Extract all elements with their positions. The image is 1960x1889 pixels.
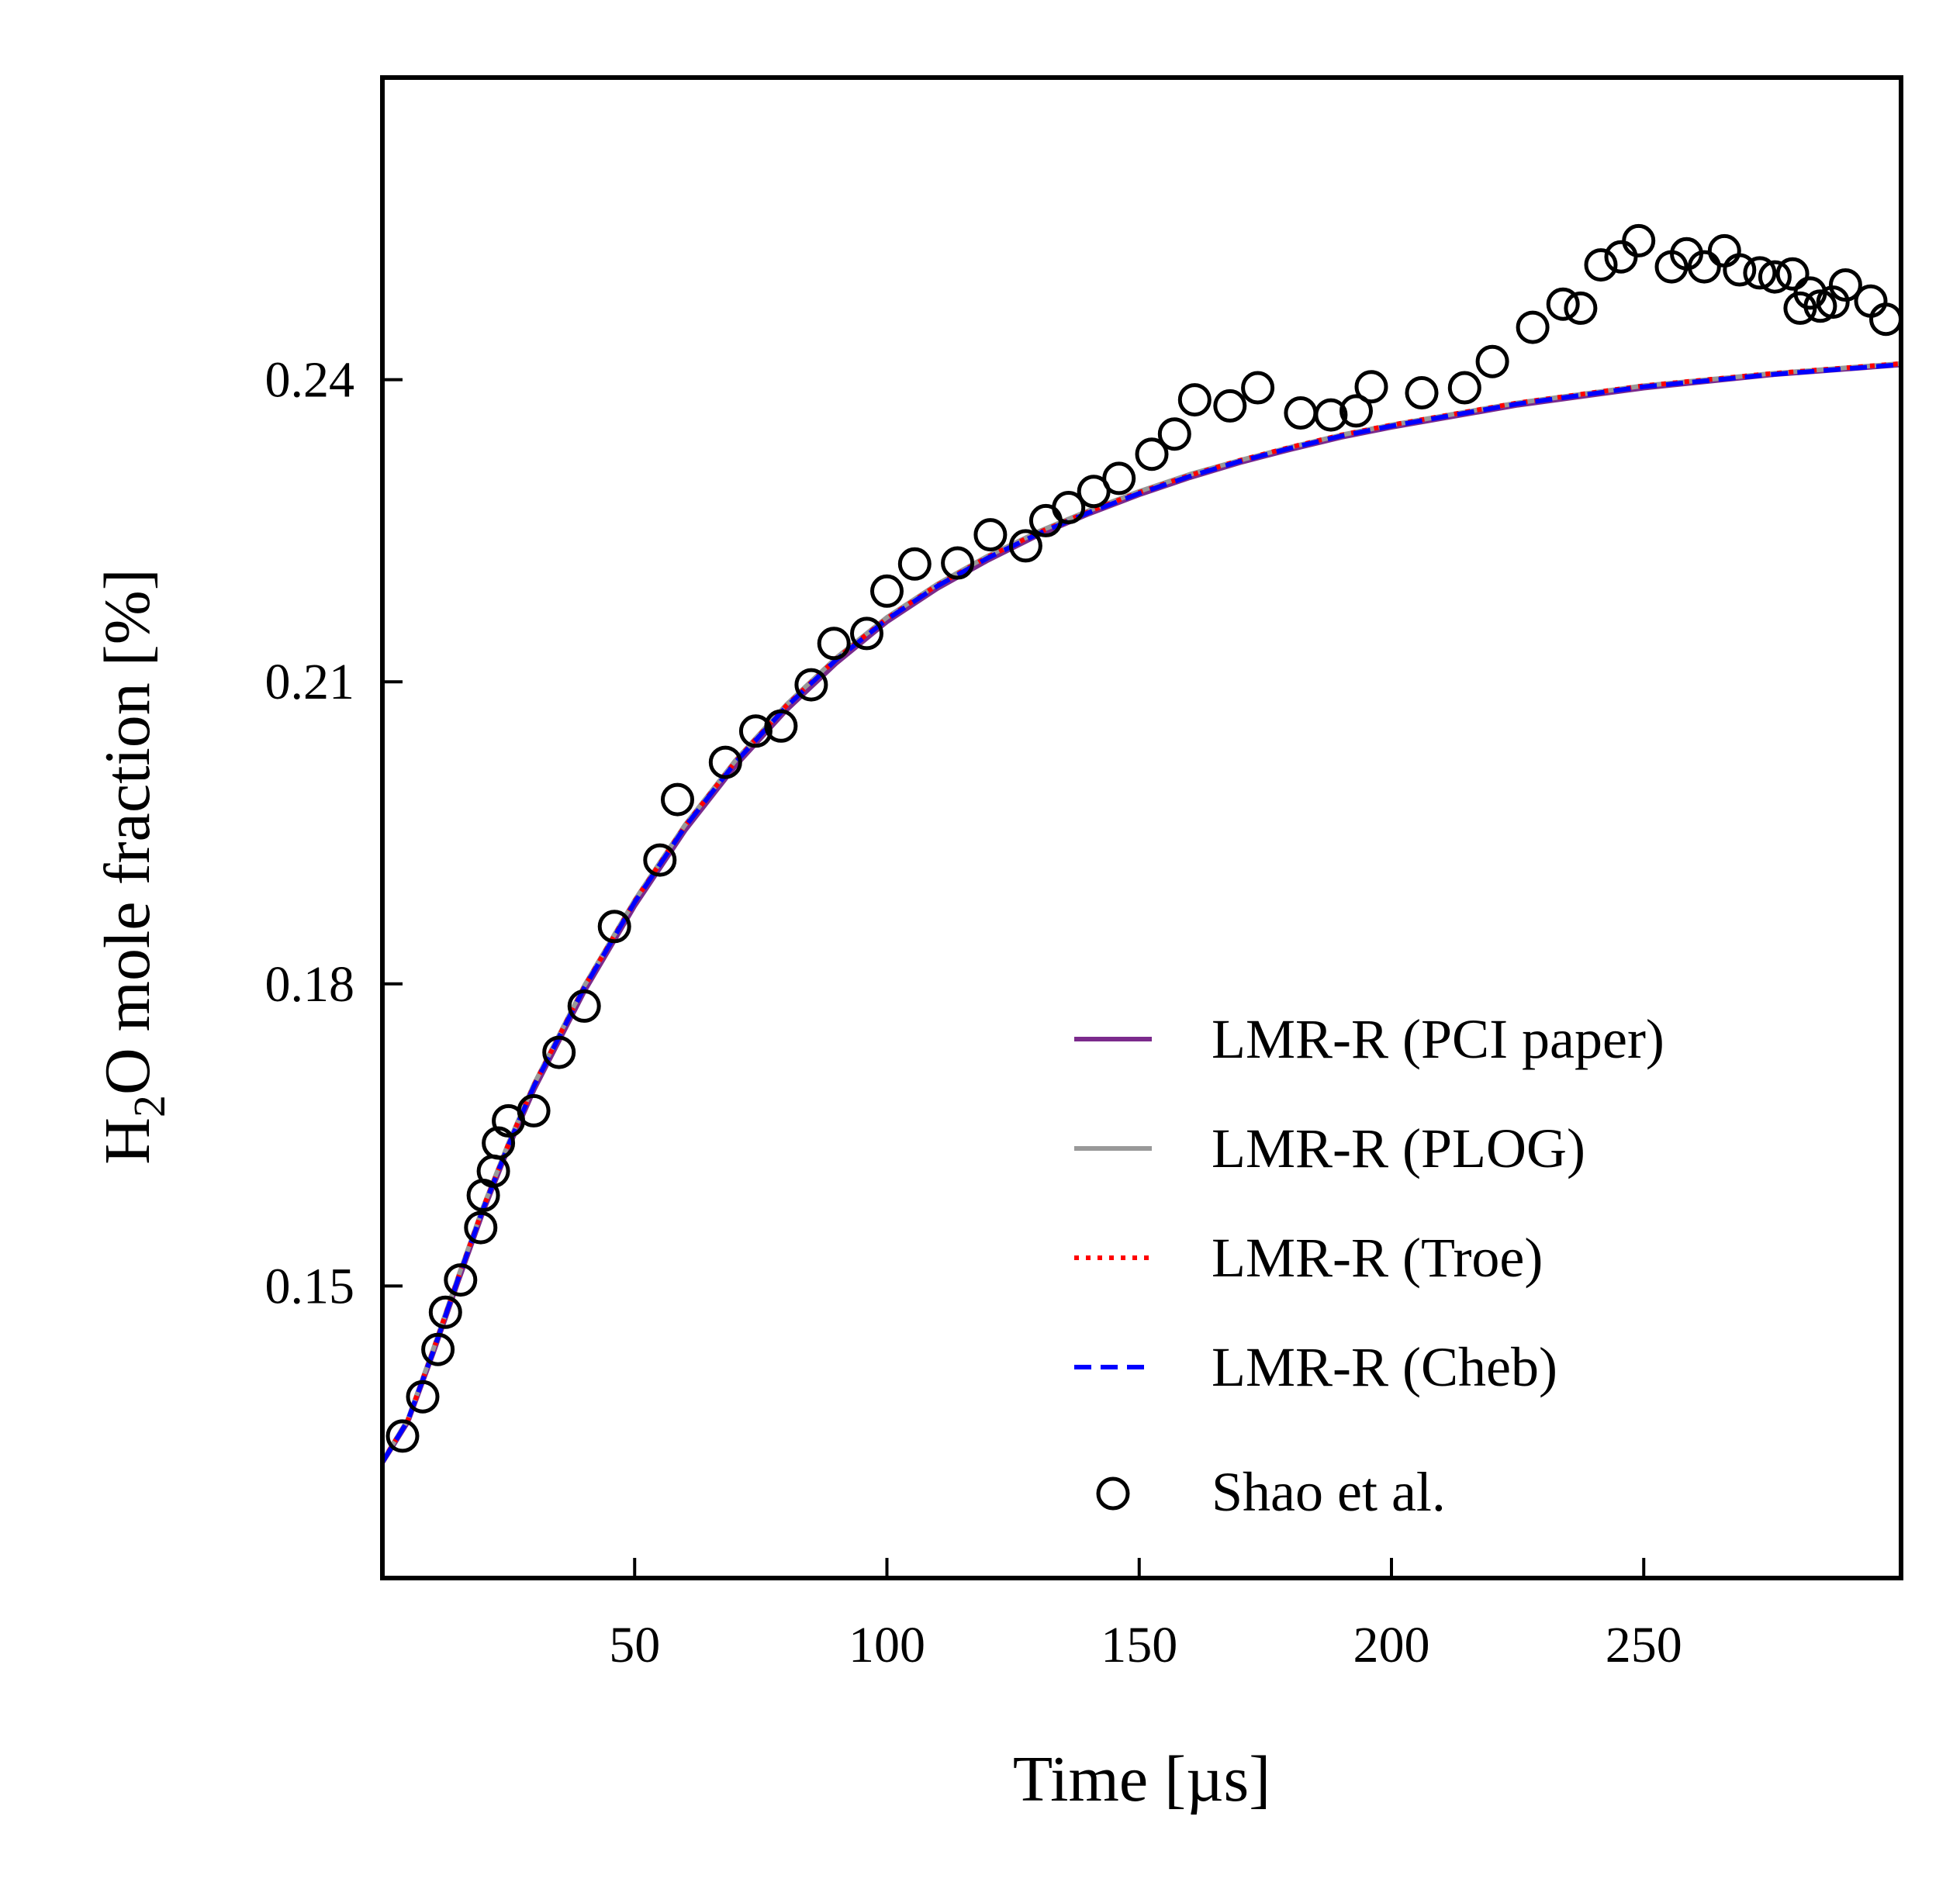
data-point-shao (850, 616, 883, 651)
legend: LMR-R (PCI paper) LMR-R (PLOG) LMR-R (Troe… (1074, 1008, 1664, 1523)
legend-label-lmr-r-plog: LMR-R (PLOG) (1212, 1117, 1585, 1179)
data-point-shao (1816, 285, 1850, 319)
data-point-shao (817, 627, 851, 661)
x-tick-label: 150 (1101, 1617, 1177, 1673)
data-point-shao (1622, 223, 1656, 257)
data-point-shao (1177, 383, 1212, 417)
data-point-shao (1775, 257, 1810, 291)
data-point-shao (1340, 394, 1373, 428)
series-line-lmr-r-cheb (382, 362, 1901, 1464)
data-point-shao (794, 668, 828, 702)
data-point-shao (708, 745, 742, 779)
data-point-shao (1687, 250, 1721, 284)
data-point-shao (1354, 370, 1388, 404)
data-point-shao (406, 1380, 440, 1414)
legend-swatch-shao-et-al (1096, 1476, 1130, 1511)
data-point-shao (643, 843, 677, 877)
data-point-shao (1564, 291, 1598, 325)
data-point-shao (1241, 371, 1275, 405)
data-point-shao (1405, 376, 1439, 409)
data-point-shao (1743, 256, 1777, 290)
x-axis-title: Time [µs] (1013, 1743, 1270, 1815)
data-point-shao (464, 1210, 498, 1245)
data-point-shao (1516, 310, 1550, 344)
data-point-shao (897, 547, 932, 581)
legend-label-lmr-r-troe: LMR-R (Troe) (1212, 1227, 1543, 1289)
data-point-shao (764, 709, 798, 743)
data-point-shao (517, 1093, 551, 1128)
y-tick-label: 0.24 (265, 352, 355, 409)
y-axis-ticks: 0.15 0.18 0.21 0.24 (265, 352, 403, 1314)
data-point-shao (1546, 287, 1580, 321)
data-point-shao (1758, 260, 1792, 294)
data-point-shao (661, 782, 694, 817)
data-point-shao (444, 1263, 478, 1297)
legend-label-shao-et-al: Shao et al. (1212, 1461, 1446, 1523)
x-tick-label: 250 (1606, 1617, 1682, 1673)
data-point-shao (738, 714, 773, 748)
y-axis-title-subscript: 2 (124, 1095, 175, 1117)
data-point-shao (1052, 491, 1086, 524)
x-tick-label: 100 (849, 1617, 925, 1673)
x-axis-ticks: 50 100 150 200 250 (609, 1558, 1682, 1673)
data-point-shao (385, 1419, 420, 1453)
data-point-shao (1135, 437, 1169, 471)
y-axis-title: H2O mole fraction [%] (92, 568, 175, 1164)
data-point-shao (1008, 529, 1042, 563)
data-point-shao (421, 1332, 455, 1366)
data-point-shao (542, 1035, 576, 1069)
legend-label-lmr-r-cheb: LMR-R (Cheb) (1212, 1336, 1557, 1398)
x-tick-label: 200 (1353, 1617, 1429, 1673)
data-point-shao (870, 574, 904, 608)
y-tick-label: 0.18 (265, 956, 355, 1013)
data-point-shao (1102, 461, 1136, 496)
data-point-shao (482, 1126, 516, 1160)
legend-label-lmr-r-pci-paper: LMR-R (PCI paper) (1212, 1008, 1664, 1070)
data-point-shao (567, 989, 601, 1023)
data-point-shao (1447, 371, 1481, 405)
data-point-shao (1157, 417, 1191, 451)
y-axis-title-main: H (92, 1117, 164, 1165)
data-point-shao (1723, 253, 1757, 287)
data-point-shao (1077, 475, 1111, 509)
data-point-shao (973, 518, 1008, 552)
data-point-shao (1314, 398, 1348, 432)
series-layer (382, 223, 1901, 1464)
data-point-shao (597, 910, 631, 944)
data-point-shao (428, 1295, 462, 1329)
plot-frame (380, 75, 1903, 1580)
y-axis-title-rest: O mole fraction [%] (92, 568, 164, 1095)
y-tick-label: 0.21 (265, 654, 355, 710)
data-point-shao (1213, 389, 1247, 423)
data-point-shao (941, 546, 975, 580)
data-point-shao (1584, 248, 1618, 282)
x-tick-label: 50 (609, 1617, 660, 1673)
data-point-shao (1475, 344, 1509, 378)
data-point-shao (1828, 268, 1862, 302)
y-tick-label: 0.15 (265, 1258, 355, 1314)
